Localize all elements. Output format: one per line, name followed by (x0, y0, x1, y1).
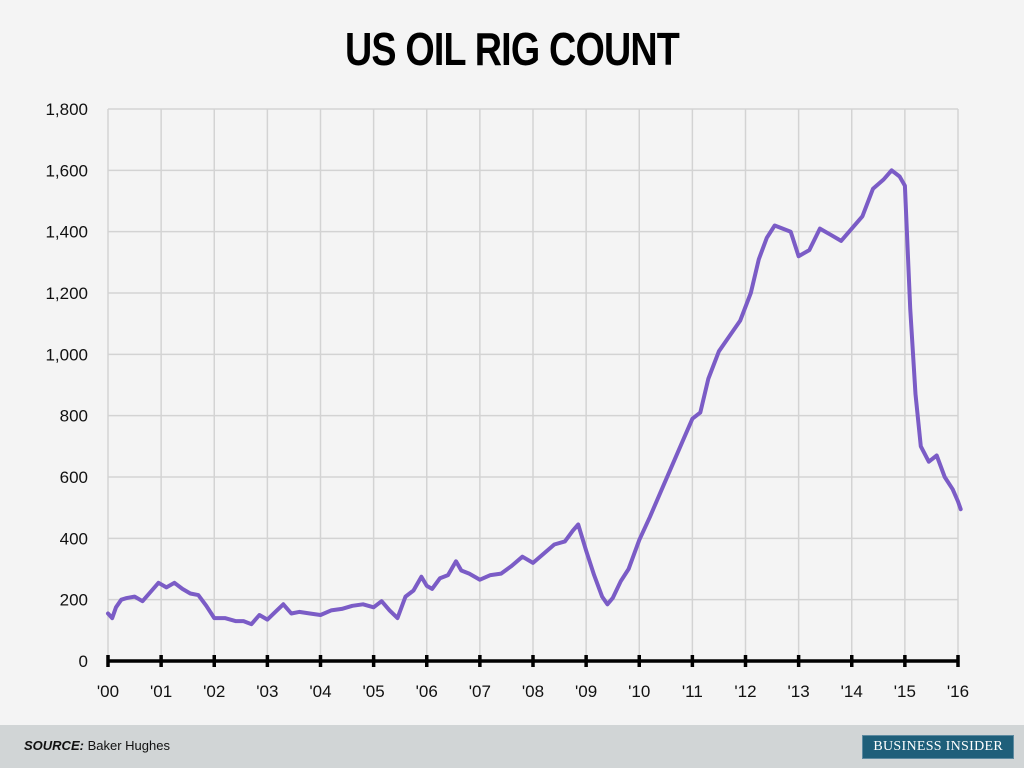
y-tick-label: 1,800 (45, 100, 88, 119)
y-tick-label: 600 (60, 468, 88, 487)
x-tick-label: '11 (682, 682, 703, 701)
y-tick-label: 1,600 (45, 161, 88, 180)
source-label: SOURCE: (24, 738, 84, 753)
x-axis (106, 655, 960, 667)
oil-rig-count-line (106, 168, 963, 627)
x-tick-label: '10 (628, 682, 650, 701)
x-tick-label: '12 (734, 682, 756, 701)
x-tick-label: '02 (203, 682, 225, 701)
x-tick-label: '07 (469, 682, 491, 701)
y-tick-label: 200 (60, 591, 88, 610)
footer: SOURCE: Baker Hughes BUSINESS INSIDER (0, 725, 1024, 768)
y-tick-label: 800 (60, 407, 88, 426)
x-tick-label: '09 (575, 682, 597, 701)
source-note: SOURCE: Baker Hughes (24, 738, 170, 753)
chart-title: US OIL RIG COUNT (344, 23, 680, 75)
y-axis-labels: 0 200 400 600 800 1,000 1,200 1,400 1,600 1,800 (45, 100, 88, 671)
y-tick-label: 1,200 (45, 284, 88, 303)
x-tick-label: '14 (841, 682, 863, 701)
x-tick-label: '04 (309, 682, 331, 701)
x-tick-label: '08 (522, 682, 544, 701)
source-value: Baker Hughes (87, 738, 170, 753)
x-axis-labels: '00 '01 '02 '03 '04 '05 '06 '07 '08 '09 '10 '11 '12 '… (97, 682, 969, 701)
x-tick-label: '15 (894, 682, 916, 701)
x-tick-label: '16 (947, 682, 969, 701)
y-tick-label: 0 (79, 652, 88, 671)
line-chart: 0 200 400 600 800 1,000 1,200 1,400 1,600 1,800 '… (45, 100, 969, 701)
business-insider-logo: BUSINESS INSIDER (862, 735, 1014, 759)
x-tick-label: '13 (788, 682, 810, 701)
gridlines (107, 108, 959, 661)
x-tick-label: '01 (150, 682, 172, 701)
x-tick-label: '00 (97, 682, 119, 701)
x-tick-label: '05 (363, 682, 385, 701)
x-tick-label: '03 (256, 682, 278, 701)
y-tick-label: 1,400 (45, 223, 88, 242)
x-tick-label: '06 (416, 682, 438, 701)
y-tick-label: 400 (60, 529, 88, 548)
y-tick-label: 1,000 (45, 345, 88, 364)
